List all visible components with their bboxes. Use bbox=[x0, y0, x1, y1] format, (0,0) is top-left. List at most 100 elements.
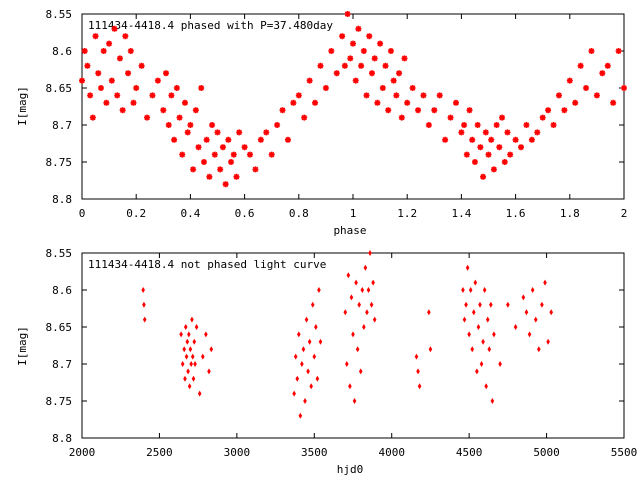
bottom-data-point bbox=[498, 361, 502, 367]
bottom-data-point bbox=[530, 287, 535, 293]
top-data-point bbox=[544, 106, 552, 114]
top-ytick-label: 8.6 bbox=[52, 45, 72, 58]
bottom-data-point bbox=[304, 316, 309, 323]
bottom-data-point bbox=[506, 301, 510, 308]
top-data-point bbox=[78, 76, 86, 85]
bottom-data-point bbox=[358, 368, 363, 375]
top-data-point bbox=[593, 91, 601, 100]
top-data-point bbox=[175, 113, 184, 122]
bottom-y-tick-labels: 8.55 8.6 8.65 8.7 8.75 8.8 bbox=[46, 247, 73, 445]
top-data-point bbox=[294, 91, 303, 100]
top-data-point bbox=[121, 32, 130, 41]
bottom-xtick-label: 2500 bbox=[146, 446, 173, 459]
top-data-point bbox=[322, 84, 330, 92]
top-data-point bbox=[251, 165, 260, 174]
bottom-data-point bbox=[193, 361, 197, 367]
top-xtick-label: 1 bbox=[350, 207, 357, 220]
top-data-point bbox=[183, 128, 192, 137]
bottom-ytick-label: 8.6 bbox=[52, 284, 72, 297]
bottom-data-point bbox=[292, 390, 296, 397]
top-ytick-label: 8.55 bbox=[46, 8, 73, 21]
top-data-point bbox=[108, 76, 116, 85]
bottom-data-point bbox=[318, 338, 323, 345]
bottom-ytick-label: 8.75 bbox=[46, 395, 73, 408]
top-xtick-label: 2 bbox=[621, 207, 628, 220]
top-data-point bbox=[305, 76, 314, 85]
bottom-data-point bbox=[188, 346, 193, 353]
bottom-xtick-label: 3000 bbox=[224, 446, 251, 459]
top-ytick-label: 8.75 bbox=[46, 156, 73, 169]
bottom-data-point bbox=[192, 338, 197, 345]
top-data-point bbox=[446, 113, 455, 122]
top-data-point bbox=[397, 113, 406, 122]
top-data-point bbox=[137, 62, 146, 70]
bottom-data-point bbox=[204, 331, 208, 338]
top-data-point bbox=[528, 136, 536, 144]
bottom-data-point bbox=[468, 287, 473, 293]
unphased-light-curve-chart: 8.55 8.6 8.65 8.7 8.75 8.8 2000 2500 3000 3500 40… bbox=[16, 247, 637, 476]
top-ytick-label: 8.8 bbox=[52, 193, 72, 206]
top-data-point bbox=[435, 91, 444, 100]
bottom-data-point bbox=[465, 264, 470, 271]
top-data-point bbox=[148, 91, 157, 100]
top-data-point bbox=[620, 84, 628, 92]
bottom-y-axis-label: I[mag] bbox=[16, 326, 29, 366]
top-y-tick-labels: 8.55 8.6 8.65 8.7 8.75 8.8 bbox=[46, 8, 73, 206]
bottom-data-point bbox=[489, 301, 493, 308]
top-data-point bbox=[430, 106, 439, 114]
bottom-data-point bbox=[351, 331, 355, 338]
bottom-data-point bbox=[343, 309, 348, 316]
top-data-point bbox=[441, 136, 449, 144]
bottom-data-point bbox=[179, 331, 183, 338]
bottom-data-point bbox=[427, 309, 431, 316]
top-data-point bbox=[86, 91, 94, 100]
top-data-point bbox=[213, 128, 222, 137]
bottom-data-point bbox=[180, 361, 185, 367]
top-data-point bbox=[126, 47, 135, 55]
top-data-point bbox=[349, 39, 357, 48]
top-xtick-label: 0 bbox=[79, 207, 86, 220]
bottom-data-point bbox=[297, 331, 301, 338]
bottom-data-point bbox=[363, 264, 368, 271]
bottom-data-point bbox=[546, 338, 550, 345]
phased-light-curve-chart: 8.55 8.6 8.65 8.7 8.75 8.8 0 0.2 0.4 0.6 0.8 1 1.2 1… bbox=[16, 8, 628, 237]
top-data-point bbox=[362, 91, 371, 100]
top-xtick-label: 1.2 bbox=[397, 207, 417, 220]
bottom-data-point bbox=[301, 346, 306, 353]
top-data-point bbox=[465, 106, 474, 114]
top-data-point bbox=[219, 143, 227, 151]
bottom-data-point bbox=[348, 383, 352, 390]
bottom-data-point bbox=[416, 368, 420, 375]
bottom-data-point bbox=[490, 398, 495, 404]
top-data-point bbox=[560, 106, 569, 114]
bottom-data-point bbox=[187, 331, 191, 338]
bottom-data-point bbox=[142, 316, 147, 323]
bottom-data-point bbox=[481, 338, 485, 345]
top-data-point bbox=[419, 91, 428, 100]
top-data-point bbox=[143, 113, 151, 122]
bottom-data-point bbox=[461, 287, 465, 293]
top-data-point bbox=[484, 150, 493, 159]
top-data-point bbox=[262, 128, 271, 137]
top-data-point bbox=[124, 69, 132, 77]
bottom-data-point bbox=[355, 346, 360, 353]
bottom-data-point bbox=[549, 309, 554, 316]
top-data-point bbox=[533, 128, 542, 137]
bottom-data-point bbox=[540, 301, 544, 308]
bottom-xtick-label: 5000 bbox=[533, 446, 560, 459]
top-data-point bbox=[392, 91, 401, 100]
top-data-point bbox=[582, 84, 590, 92]
bottom-data-point bbox=[183, 375, 187, 382]
bottom-data-point bbox=[186, 368, 190, 375]
bottom-data-point bbox=[372, 316, 377, 323]
bottom-data-point bbox=[428, 346, 433, 353]
top-data-point bbox=[224, 136, 233, 144]
top-data-point bbox=[598, 69, 607, 77]
top-data-point bbox=[500, 158, 509, 166]
top-data-point bbox=[173, 84, 181, 92]
bottom-data-point bbox=[182, 346, 187, 353]
top-data-point bbox=[498, 113, 506, 122]
top-data-point bbox=[186, 121, 195, 129]
top-data-point bbox=[181, 99, 189, 107]
bottom-data-point bbox=[346, 272, 351, 279]
